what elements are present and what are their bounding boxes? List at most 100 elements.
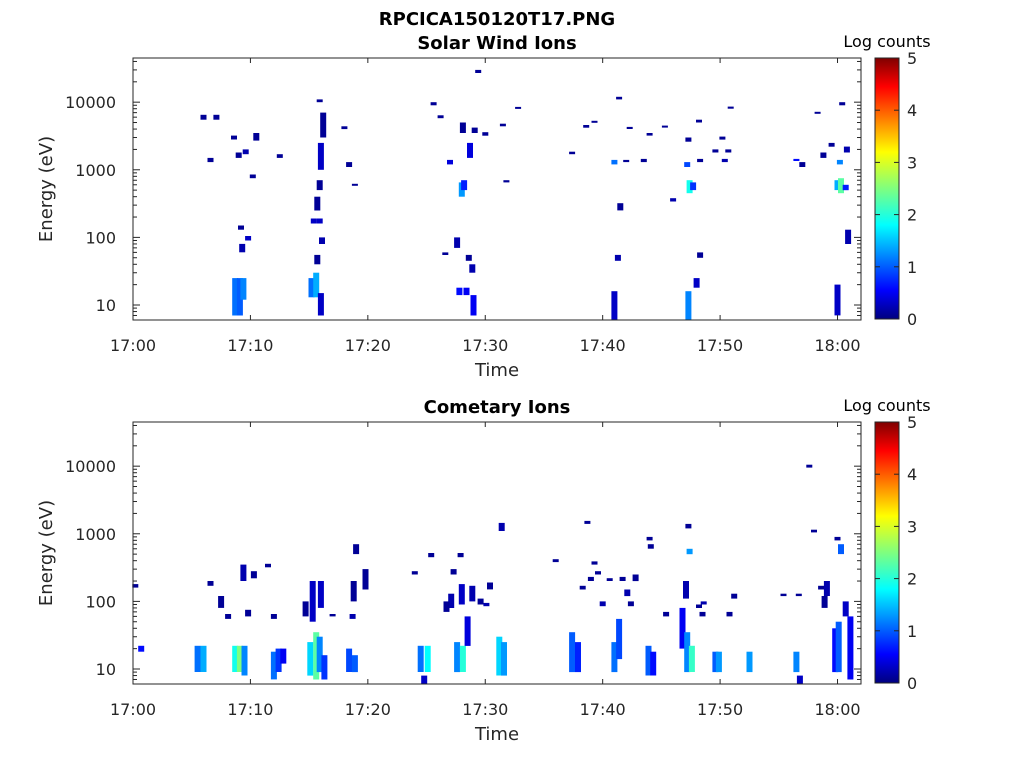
heatmap-cell	[463, 287, 470, 296]
heatmap-cell	[814, 111, 821, 114]
heatmap-cell	[599, 601, 606, 607]
heatmap-cell	[591, 120, 598, 123]
heatmap-cell	[469, 264, 476, 273]
x-tick-label: 17:20	[345, 700, 391, 719]
heatmap-cell	[250, 571, 257, 579]
heatmap-cell	[616, 618, 623, 660]
y-axis: 10 100 1000 10000	[65, 60, 861, 321]
colorbar-ticks: 0 1 2 3 4 5	[875, 49, 917, 329]
heatmap-cell	[450, 569, 457, 575]
panel-cometary: Cometary Ions 17:00 17:10 17:20 17:30 17:40 1…	[36, 396, 931, 745]
heatmap-cell	[806, 464, 813, 468]
heatmap-cell	[317, 581, 324, 608]
figure-title: RPCICA150120T17.PNG	[379, 9, 615, 30]
heatmap-cell	[616, 96, 623, 100]
heatmap-cell	[207, 581, 214, 586]
heatmap-cell	[245, 236, 252, 241]
heatmap-cell	[240, 278, 247, 300]
heatmap-cell	[346, 162, 353, 167]
heatmap-cell	[746, 651, 753, 673]
y-tick-label: 1000	[75, 161, 116, 180]
heatmap-cell	[321, 655, 328, 680]
heatmap-cell	[428, 553, 435, 558]
heatmap-cell	[467, 142, 473, 158]
heatmap-cell	[719, 136, 726, 140]
plot-frame	[132, 421, 862, 685]
heatmap-cell	[591, 561, 598, 565]
heatmap-cell	[683, 581, 689, 599]
heatmap-cell	[501, 642, 507, 676]
heatmap-cell	[442, 252, 449, 255]
x-tick-label: 17:40	[580, 700, 626, 719]
heatmap-cell	[231, 135, 237, 140]
heatmap-cell	[611, 159, 618, 165]
x-tick-label: 17:10	[227, 336, 273, 355]
heatmap-cell	[253, 133, 260, 141]
heatmap-cell	[307, 642, 314, 676]
x-axis: 17:00 17:10 17:20 17:30 17:40 17:50 18:00	[110, 422, 861, 719]
heatmap-cell	[316, 218, 323, 224]
heatmap-cell	[469, 585, 476, 602]
heatmap-cell	[270, 651, 277, 680]
heatmap-cell	[302, 601, 309, 617]
heatmap-cell	[238, 225, 244, 230]
heatmap-cell	[265, 563, 271, 568]
heatmap-cell	[461, 180, 468, 191]
heatmap-cell	[835, 621, 842, 673]
colorbar-tick-label: 0	[907, 674, 917, 693]
heatmap-cell	[448, 593, 455, 608]
heatmap-cell	[496, 636, 503, 676]
heatmap-cell	[569, 151, 576, 155]
heatmap-cell	[646, 536, 653, 541]
heatmap-cell	[821, 596, 828, 608]
heatmap-cell	[482, 132, 489, 136]
heatmap-cell	[411, 571, 418, 575]
x-tick-label: 17:40	[580, 336, 626, 355]
heatmap-cell	[316, 99, 323, 103]
y-axis-label: Energy (eV)	[36, 136, 57, 242]
heatmap-cell	[421, 675, 428, 684]
heatmap-cell	[443, 601, 450, 612]
heatmap-cell	[696, 604, 702, 608]
heatmap-cell	[818, 585, 825, 590]
panel-title: Cometary Ions	[424, 397, 571, 418]
colorbar-tick-label: 3	[907, 153, 917, 172]
heatmap-cell	[579, 585, 586, 590]
heatmap-cell	[459, 645, 466, 672]
heatmap-cell	[684, 162, 691, 167]
heatmap-cell	[647, 544, 654, 549]
heatmap-cell	[686, 548, 693, 555]
heatmap-cell	[843, 146, 850, 153]
colorbar-tick-label: 4	[907, 465, 917, 484]
colorbar-tick-label: 1	[907, 622, 917, 641]
heatmap-cell	[847, 616, 854, 680]
colorbar-ticks: 0 1 2 3 4 5	[875, 413, 917, 693]
heatmap-cell	[845, 229, 852, 244]
heatmap-cell	[417, 645, 424, 672]
heatmap-cell	[498, 522, 505, 531]
heatmap-cell	[780, 593, 787, 597]
heatmap-cell	[632, 574, 639, 582]
heatmap-cell	[715, 651, 722, 673]
heatmap-cell	[626, 126, 633, 129]
heatmap-cell	[471, 127, 478, 133]
heatmap-cell	[341, 126, 348, 130]
colorbar	[874, 421, 900, 684]
heatmap-cell	[437, 115, 444, 119]
panel-solar-wind: Solar Wind Ions 17:00 17:10 17:20 17:30 17:4…	[36, 32, 931, 381]
heatmap-cell	[308, 278, 315, 298]
heatmap-cell	[200, 645, 207, 672]
heatmap-cell	[458, 584, 465, 605]
heatmap-cell	[236, 645, 243, 672]
heatmap-cell	[132, 584, 139, 588]
y-tick-label: 100	[85, 592, 116, 611]
heatmap-cell	[838, 544, 844, 555]
heatmap-cell	[456, 287, 463, 296]
heatmap-cell	[731, 593, 738, 599]
heatmap-cell	[317, 293, 324, 316]
colorbar	[874, 57, 900, 320]
heatmap-cell	[362, 569, 369, 590]
heatmap-cell	[650, 651, 657, 676]
heatmap-cell	[834, 536, 841, 541]
heatmap-cell	[685, 523, 692, 529]
